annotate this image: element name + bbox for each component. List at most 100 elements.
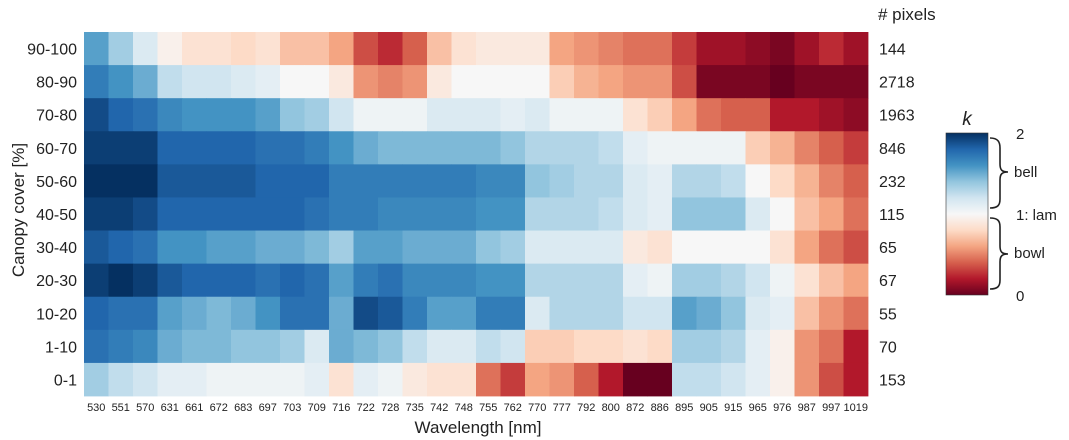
heatmap-cell	[402, 329, 428, 364]
heatmap-cell	[451, 131, 477, 165]
heatmap-cell	[402, 197, 428, 231]
heatmap-cell	[133, 329, 158, 364]
heatmap-cell	[329, 65, 354, 99]
heatmap-cell	[378, 65, 403, 99]
heatmap-cell	[794, 362, 820, 397]
heatmap-cell	[304, 362, 330, 397]
heatmap-cell	[721, 131, 746, 165]
heatmap-cell	[696, 65, 722, 99]
heatmap-cell	[525, 131, 550, 165]
heatmap-cell	[672, 197, 697, 231]
heatmap-cell	[770, 98, 795, 132]
heatmap-cell	[304, 230, 330, 265]
heatmap-cell	[182, 362, 207, 397]
y-tick-label: 20-30	[36, 273, 77, 290]
x-tick-label: 728	[381, 402, 399, 414]
heatmap-cell	[353, 197, 379, 231]
heatmap-cell	[133, 296, 158, 331]
heatmap-cell	[182, 65, 207, 99]
heatmap-cell	[672, 65, 697, 99]
heatmap-cell	[353, 230, 379, 265]
heatmap-cell	[647, 362, 673, 397]
heatmap-cell	[378, 32, 403, 66]
heatmap-cell	[696, 362, 722, 397]
heatmap-cell	[647, 230, 673, 265]
heatmap-cell	[206, 98, 232, 132]
heatmap-cell	[819, 263, 844, 298]
heatmap-cell	[549, 230, 575, 265]
heatmap-cell	[353, 32, 379, 66]
heatmap-cell	[647, 98, 673, 132]
heatmap-cell	[819, 65, 844, 99]
heatmap-cell	[623, 98, 648, 132]
heatmap-cell	[255, 164, 281, 198]
heatmap-cell	[623, 362, 648, 397]
x-tick-label: 735	[406, 402, 424, 414]
heatmap-cell	[525, 329, 550, 364]
heatmap-cell	[549, 197, 575, 231]
heatmap-cell	[745, 98, 771, 132]
bowl-brace	[989, 217, 1009, 290]
heatmap-cell	[206, 230, 232, 265]
heatmap-cell	[525, 362, 550, 397]
heatmap-cell	[794, 98, 820, 132]
heatmap-cell	[598, 362, 624, 397]
heatmap-cell	[427, 230, 452, 265]
heatmap-cell	[133, 65, 158, 99]
heatmap-cell	[843, 164, 869, 198]
heatmap-cell	[476, 362, 501, 397]
heatmap-cell	[549, 296, 575, 331]
heatmap-cell	[353, 329, 379, 364]
x-tick-label: 570	[136, 402, 154, 414]
heatmap-cell	[598, 230, 624, 265]
heatmap-cell	[819, 32, 844, 66]
heatmap-cell	[353, 98, 379, 132]
heatmap-cell	[770, 164, 795, 198]
heatmap-cell	[378, 329, 403, 364]
heatmap-cell	[721, 98, 746, 132]
heatmap-cell	[696, 329, 722, 364]
heatmap-cell	[108, 296, 134, 331]
heatmap-cell	[647, 131, 673, 165]
heatmap-cell	[427, 296, 452, 331]
heatmap-cell	[108, 230, 134, 265]
heatmap-cell	[108, 98, 134, 132]
heatmap-cell	[427, 263, 452, 298]
heatmap-cell	[549, 32, 575, 66]
heatmap-cell	[84, 131, 109, 165]
heatmap-cell	[402, 230, 428, 265]
heatmap-cell	[819, 98, 844, 132]
heatmap-cell	[182, 32, 207, 66]
x-tick-labels: 530 551 570 631 661 672 683 697 703 709 716 722 728 7…	[87, 402, 868, 414]
heatmap-cell	[819, 362, 844, 397]
x-tick-label: 965	[749, 402, 767, 414]
heatmap-cell	[157, 164, 183, 198]
heatmap-cell	[525, 32, 550, 66]
heatmap-cell	[770, 65, 795, 99]
heatmap-cell	[500, 98, 526, 132]
heatmap-cell	[451, 164, 477, 198]
heatmap-cell	[549, 329, 575, 364]
heatmap-cell	[696, 197, 722, 231]
heatmap-cell	[672, 164, 697, 198]
heatmap-cell	[794, 32, 820, 66]
heatmap-cell	[206, 131, 232, 165]
y-tick-label: 0-1	[54, 372, 77, 389]
x-tick-label: 1019	[844, 402, 868, 414]
heatmap-cell	[182, 263, 207, 298]
heatmap-cell	[255, 329, 281, 364]
heatmap-cell	[476, 98, 501, 132]
heatmap-cell	[476, 296, 501, 331]
heatmap-cell	[255, 230, 281, 265]
heatmap-cell	[231, 164, 256, 198]
heatmap-cell	[696, 296, 722, 331]
x-tick-label: 661	[185, 402, 203, 414]
heatmap-cell	[108, 329, 134, 364]
heatmap-cell	[402, 263, 428, 298]
heatmap-cell	[672, 131, 697, 165]
heatmap-cell	[231, 32, 256, 66]
heatmap-cell	[623, 329, 648, 364]
heatmap-cell	[525, 98, 550, 132]
x-axis-label: Wavelength [nm]	[415, 418, 542, 437]
pixel-count-label: 115	[879, 207, 905, 224]
